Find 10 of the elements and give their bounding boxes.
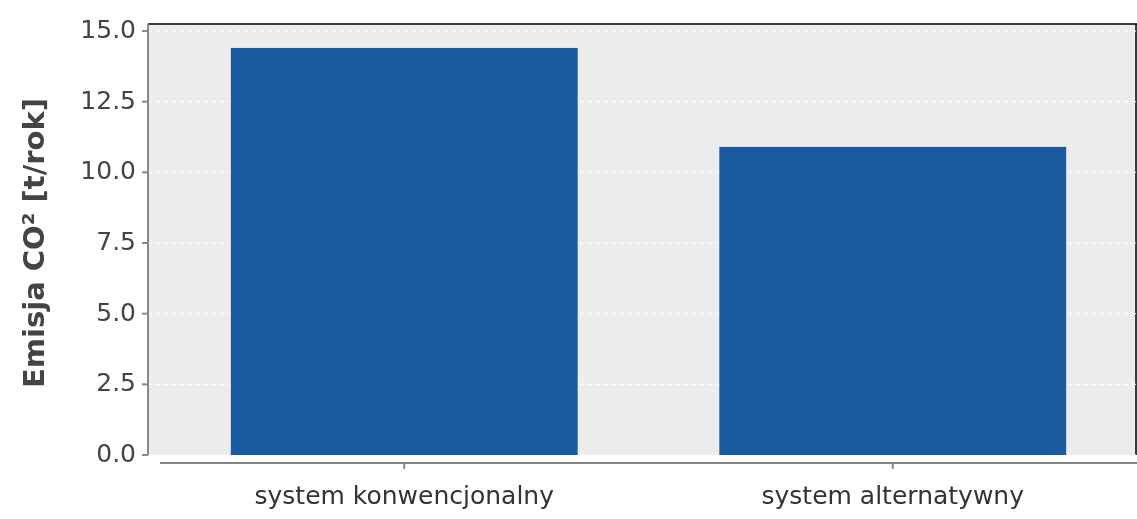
y-tick-label: 12.5 xyxy=(80,85,136,115)
x-tick-label: system alternatywny xyxy=(761,481,1025,510)
y-tick-label: 10.0 xyxy=(80,156,136,186)
y-tick-label: 0.0 xyxy=(96,439,136,468)
y-tick-label: 2.5 xyxy=(96,368,136,398)
y-axis-title: Emisja CO² [t/rok] xyxy=(17,97,51,389)
x-tick-label: system konwencjonalny xyxy=(254,481,555,510)
y-tick-label: 5.0 xyxy=(96,297,136,327)
y-tick-label: 15.0 xyxy=(80,15,136,44)
y-tick-label: 7.5 xyxy=(96,227,136,256)
